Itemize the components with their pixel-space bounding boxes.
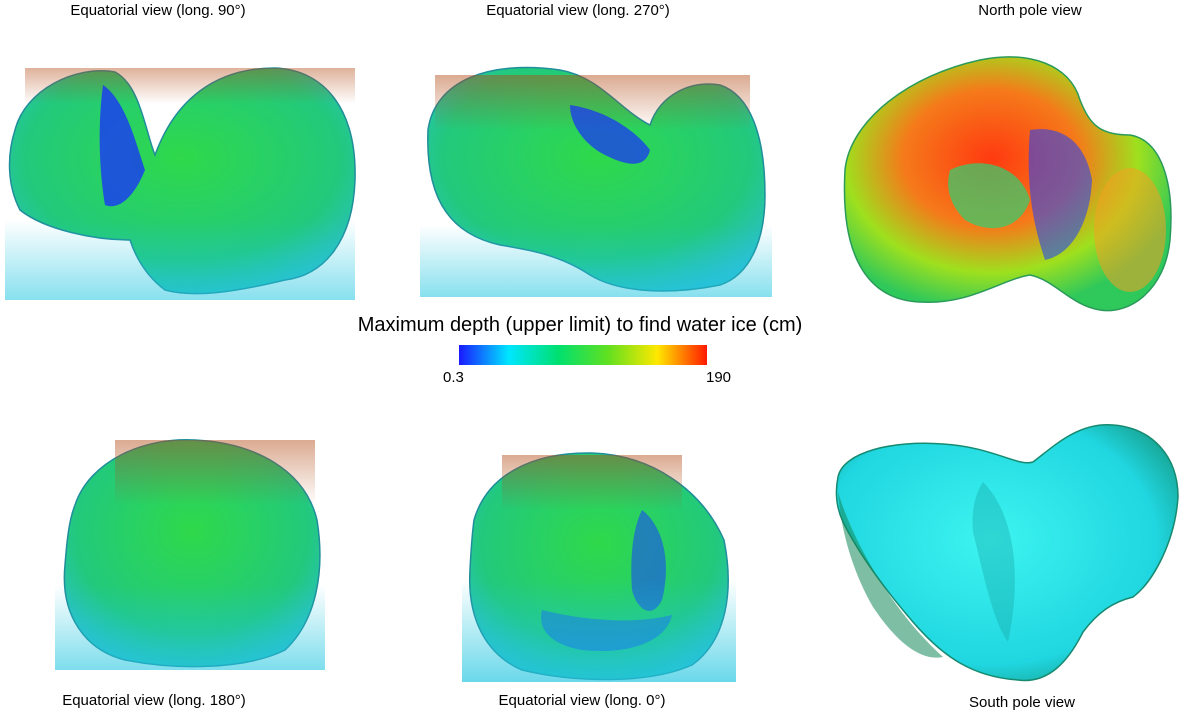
comet-view-eq0 <box>462 450 736 682</box>
comet-view-north-pole <box>830 40 1175 315</box>
comet-view-eq270 <box>420 55 772 297</box>
colorbar-min-label: 0.3 <box>443 369 464 386</box>
view-label-eq90: Equatorial view (long. 90°) <box>70 2 246 19</box>
colorbar-max-label: 190 <box>706 369 732 386</box>
view-label-eq0: Equatorial view (long. 0°) <box>498 692 666 709</box>
comet-view-south-pole <box>833 422 1183 684</box>
view-label-sp: South pole view <box>969 694 1075 711</box>
colorbar-title: Maximum depth (upper limit) to find wate… <box>357 314 803 336</box>
comet-view-eq180 <box>55 435 325 670</box>
view-label-eq270: Equatorial view (long. 270°) <box>486 2 670 19</box>
view-label-np: North pole view <box>978 2 1082 19</box>
colorbar-gradient <box>459 345 707 365</box>
comet-view-eq90 <box>5 60 360 300</box>
view-label-eq180: Equatorial view (long. 180°) <box>62 692 246 709</box>
